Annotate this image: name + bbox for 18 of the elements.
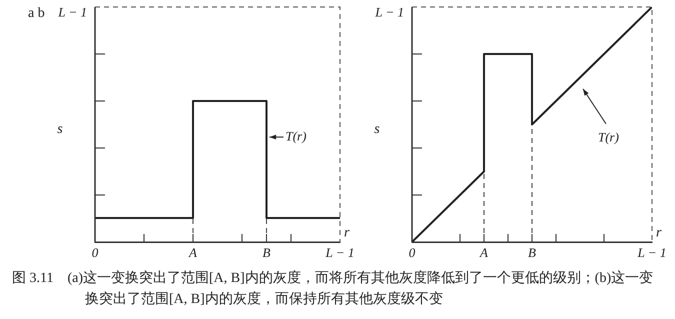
x-tick-label: 0 — [92, 245, 99, 260]
x-axis-title: r — [344, 226, 350, 241]
x-tick-label: L − 1 — [636, 245, 666, 260]
y-axis-title: s — [374, 122, 380, 138]
x-axis-title: r — [656, 226, 662, 241]
annotation: T(r) — [598, 129, 619, 144]
x-tick-label: B — [528, 245, 536, 260]
caption: 图 3.11 (a)这一变换突出了范围[A, B]内的灰度，而将所有其他灰度降低到了一个更低的级别；(b)这一变换突出了范围[A, B]内的灰度，而保持所有其他灰度级不变 — [12, 269, 654, 309]
y-axis-title: s — [57, 122, 64, 138]
x-tick-label: B — [262, 245, 271, 260]
annotation: T(r) — [286, 128, 306, 144]
text: a b — [28, 6, 45, 22]
x-tick-label: 0 — [408, 245, 416, 260]
text: L − 1 — [57, 4, 87, 20]
x-tick-label: A — [188, 245, 198, 260]
x-tick-label: A — [479, 245, 488, 260]
x-tick-label: L − 1 — [324, 245, 354, 260]
text: L − 1 — [374, 4, 404, 20]
